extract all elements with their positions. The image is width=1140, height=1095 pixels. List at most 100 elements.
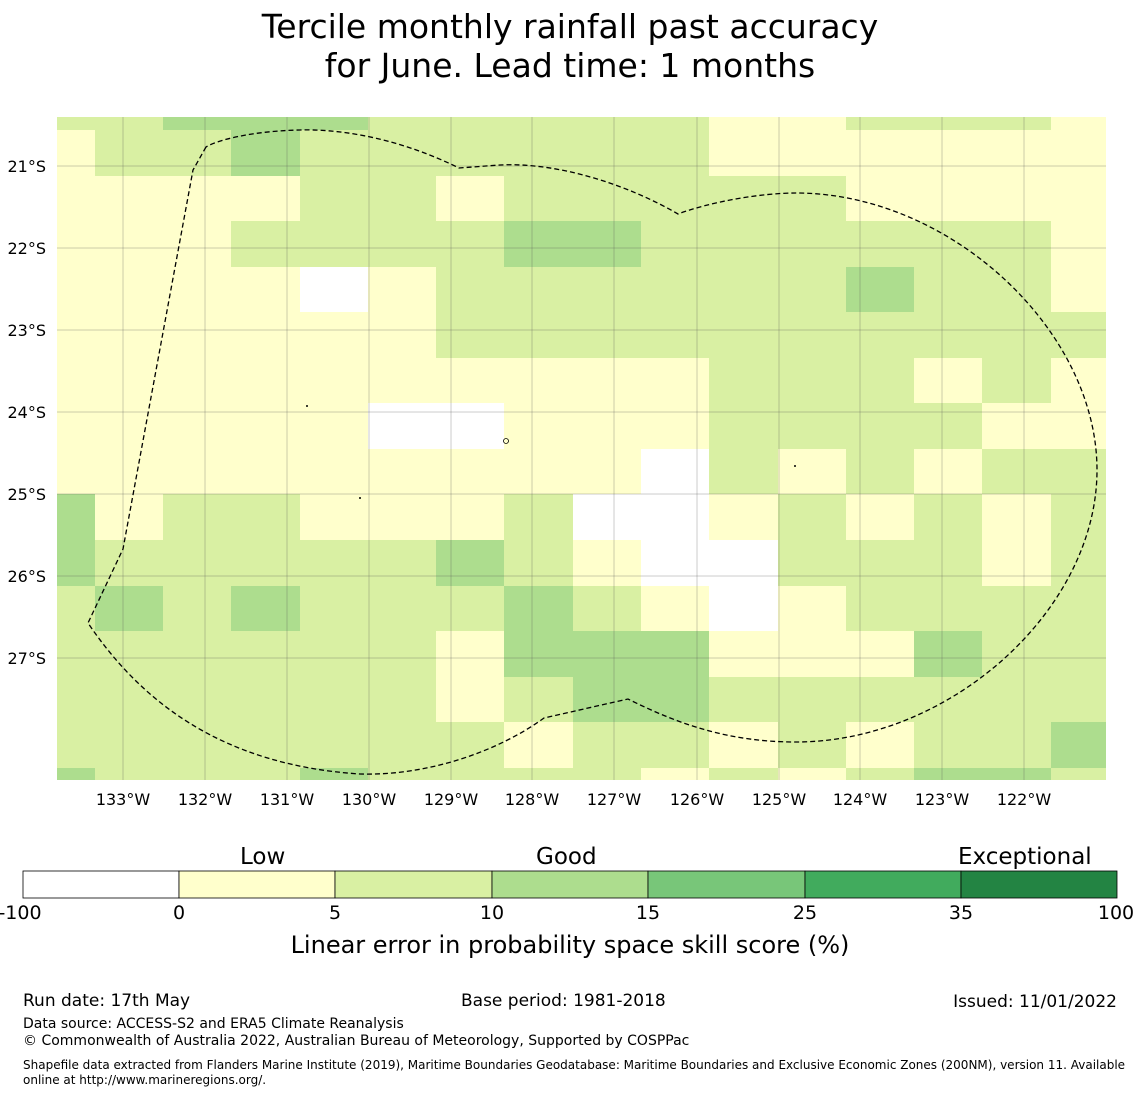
- longitude-labels: 133°W 132°W 131°W 130°W 129°W 128°W 127°W 126°W…: [96, 790, 1052, 809]
- grid-cell: [709, 403, 982, 449]
- grid-cell: [1051, 312, 1106, 358]
- grid-cell: [641, 586, 709, 631]
- grid-cell: [57, 117, 95, 130]
- grid-cell: [504, 176, 846, 221]
- latitude-label: 24°S: [7, 403, 46, 422]
- grid-cell: [57, 267, 231, 312]
- grid-cell: [846, 494, 914, 540]
- grid-cell: [300, 768, 368, 780]
- grid-cell: [982, 494, 1051, 540]
- latitude-label: 21°S: [7, 157, 46, 176]
- grid-cell: [57, 768, 95, 780]
- grid-cell: [778, 449, 846, 494]
- grid-cell: [504, 586, 573, 631]
- longitude-label: 128°W: [505, 790, 560, 809]
- grid-cell: [1051, 722, 1106, 768]
- grid-cell: [709, 130, 1106, 176]
- grid-cell: [1051, 449, 1106, 494]
- grid-cell: [300, 586, 504, 631]
- map-title-line-1: Tercile monthly rainfall past accuracy: [261, 7, 879, 46]
- grid-cell: [57, 494, 95, 540]
- grid-cell: [57, 677, 436, 722]
- grid-cell: [95, 768, 300, 780]
- grid-cell: [231, 267, 300, 312]
- longitude-label: 123°W: [915, 790, 970, 809]
- grid-cell: [436, 677, 504, 722]
- eez-boundary: [87, 129, 1098, 775]
- grid-cell: [846, 722, 914, 768]
- grid-cell: [641, 540, 778, 586]
- grid-cell: [231, 586, 300, 631]
- grid-cell: [1051, 494, 1106, 540]
- skill-grid: [57, 117, 1106, 780]
- grid-cell: [778, 494, 846, 540]
- grid-cell: [163, 494, 300, 540]
- grid-cell: [709, 358, 914, 403]
- longitude-label: 129°W: [424, 790, 479, 809]
- grid-cell: [846, 449, 914, 494]
- colorbar-tick: 25: [792, 902, 818, 924]
- colorbar-tick: 100: [1097, 902, 1135, 924]
- grid-cell: [504, 403, 709, 449]
- colorbar-tick: 0: [172, 902, 186, 924]
- colorbar-category-good: Good: [536, 844, 597, 870]
- grid-cell: [1051, 358, 1106, 403]
- grid-cell: [573, 722, 709, 768]
- colorbar-tick: 10: [479, 902, 505, 924]
- grid-cell: [778, 586, 846, 631]
- shapefile-credit: Shapefile data extracted from Flanders M…: [23, 1058, 1126, 1087]
- grid-cell: [982, 540, 1051, 586]
- grid-cell: [709, 631, 914, 677]
- colorbar-segment: [491, 870, 649, 899]
- grid-cell: [709, 677, 1106, 722]
- grid-cell: [300, 130, 709, 176]
- grid-cell: [709, 117, 846, 130]
- latitude-label: 25°S: [7, 485, 46, 504]
- grid-cell: [778, 768, 846, 780]
- longitude-label: 126°W: [670, 790, 725, 809]
- grid-cell: [300, 176, 436, 221]
- colorbar-segment: [22, 870, 180, 899]
- grid-cell: [641, 449, 709, 494]
- grid-cell: [573, 677, 709, 722]
- grid-cell: [436, 176, 504, 221]
- grid-cell: [982, 403, 1106, 449]
- islands: [306, 405, 796, 499]
- grid-cell: [163, 586, 231, 631]
- graticule: [57, 117, 1106, 780]
- colorbar-tick: 15: [635, 902, 661, 924]
- grid-cell: [300, 267, 368, 312]
- grid-cell: [57, 312, 300, 358]
- colorbar-title: Linear error in probability space skill …: [290, 931, 850, 959]
- grid-cell: [641, 221, 1051, 267]
- longitude-label: 122°W: [997, 790, 1052, 809]
- grid-cell: [163, 117, 368, 130]
- longitude-label: 131°W: [260, 790, 315, 809]
- colorbar-segment: [960, 870, 1118, 899]
- grid-cell: [436, 267, 846, 312]
- grid-cell: [914, 358, 982, 403]
- grid-cell: [57, 358, 709, 403]
- grid-cell: [95, 540, 436, 586]
- grid-cell: [846, 267, 914, 312]
- grid-cell: [57, 449, 504, 494]
- run-date: Run date: 17th May: [23, 991, 191, 1011]
- copyright: © Commonwealth of Australia 2022, Austra…: [23, 1033, 690, 1049]
- grid-cell: [368, 768, 641, 780]
- grid-cell: [504, 722, 573, 768]
- latitude-label: 23°S: [7, 321, 46, 340]
- grid-cell: [436, 540, 504, 586]
- grid-cell: [982, 358, 1051, 403]
- grid-cell: [1051, 221, 1106, 267]
- grid-cell: [778, 540, 982, 586]
- longitude-label: 125°W: [752, 790, 807, 809]
- grid-cell: [573, 540, 641, 586]
- grid-cell: [982, 449, 1051, 494]
- grid-cell: [368, 312, 436, 358]
- colorbar-segment: [804, 870, 962, 899]
- grid-cell: [1051, 267, 1106, 312]
- grid-cell: [914, 631, 982, 677]
- latitude-label: 22°S: [7, 239, 46, 258]
- grid-cell: [504, 221, 641, 267]
